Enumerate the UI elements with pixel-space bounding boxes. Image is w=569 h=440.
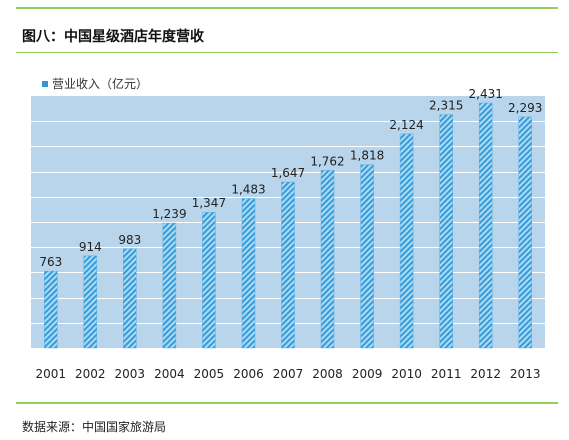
bar-2004 <box>162 222 177 349</box>
data-label-2010: 2,124 <box>389 118 423 132</box>
bar-2005 <box>202 211 216 349</box>
data-label-2011: 2,315 <box>429 99 463 113</box>
bar-2011 <box>439 114 453 349</box>
legend: 营业收入（亿元） <box>42 75 148 92</box>
x-tick-2001: 2001 <box>36 367 67 381</box>
legend-swatch <box>42 80 48 87</box>
bar-2003 <box>123 248 137 349</box>
data-label-2008: 1,762 <box>310 154 344 168</box>
x-tick-2006: 2006 <box>233 367 264 381</box>
bar-2002 <box>83 255 98 349</box>
bar-2009 <box>360 164 374 349</box>
bar-2013 <box>518 116 532 349</box>
x-tick-2007: 2007 <box>273 367 304 381</box>
bar-2012 <box>478 102 493 349</box>
bar-2001 <box>44 270 58 349</box>
data-label-2005: 1,347 <box>192 196 226 210</box>
data-label-2001: 763 <box>39 255 62 269</box>
x-tick-2010: 2010 <box>391 367 422 381</box>
data-labels: 763 914 983 1,239 1,347 1,483 1,647 1,762 1,818 2… <box>39 87 542 269</box>
x-tick-2008: 2008 <box>312 367 343 381</box>
x-tick-labels: 2001 2002 2003 2004 2005 2006 2007 2008 2009 2010… <box>36 367 541 381</box>
x-tick-2004: 2004 <box>154 367 185 381</box>
bar-2006 <box>241 198 256 349</box>
x-tick-2003: 2003 <box>115 367 146 381</box>
data-label-2004: 1,239 <box>152 207 186 221</box>
data-label-2009: 1,818 <box>350 149 384 163</box>
bar-2007 <box>281 181 295 349</box>
data-label-2006: 1,483 <box>231 183 265 197</box>
x-tick-2002: 2002 <box>75 367 106 381</box>
data-label-2013: 2,293 <box>508 101 542 115</box>
bottom-divider <box>16 402 558 404</box>
chart-title: 图八：中国星级酒店年度营收 <box>22 29 204 45</box>
source-note: 数据来源：中国国家旅游局 <box>22 420 167 434</box>
x-tick-2012: 2012 <box>470 367 501 381</box>
bar-2010 <box>399 133 414 349</box>
bar-chart: 763 914 983 1,239 1,347 1,483 1,647 1,762 1,818 2… <box>31 87 545 381</box>
legend-label: 营业收入（亿元） <box>52 77 149 91</box>
x-tick-2005: 2005 <box>194 367 225 381</box>
data-label-2007: 1,647 <box>271 166 305 180</box>
bars <box>44 102 532 349</box>
top-divider <box>16 7 558 9</box>
x-tick-2009: 2009 <box>352 367 383 381</box>
x-tick-2013: 2013 <box>510 367 541 381</box>
data-label-2002: 914 <box>79 240 102 254</box>
x-tick-2011: 2011 <box>431 367 462 381</box>
data-label-2012: 2,431 <box>469 87 503 101</box>
title-divider <box>16 52 558 53</box>
data-label-2003: 983 <box>118 233 141 247</box>
bar-2008 <box>320 170 335 349</box>
